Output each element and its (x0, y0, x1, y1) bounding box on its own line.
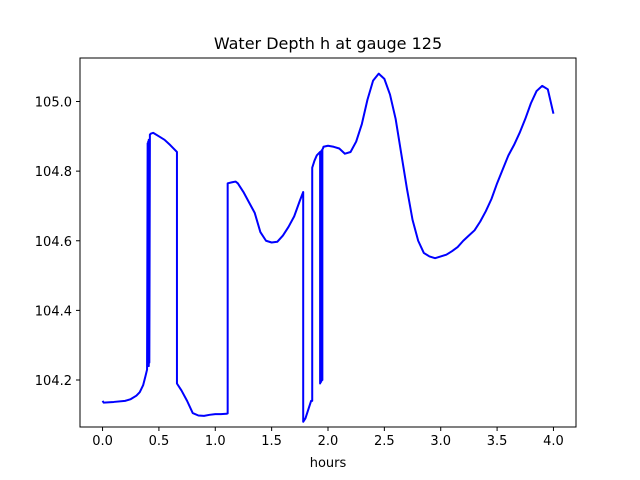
x-tick-label: 1.5 (261, 434, 282, 449)
x-tick-label: 2.5 (374, 434, 395, 449)
x-tick-label: 0.0 (92, 434, 113, 449)
y-tick-label: 105.0 (35, 96, 72, 111)
x-tick-label: 3.0 (430, 434, 451, 449)
y-tick-label: 104.6 (35, 235, 72, 250)
x-tick-label: 2.0 (318, 434, 339, 449)
plot-frame (79, 57, 577, 428)
y-tick-label: 104.4 (35, 304, 72, 319)
series-layer (101, 72, 555, 423)
x-tick-label: 0.5 (149, 434, 170, 449)
x-tick-label: 1.0 (205, 434, 226, 449)
series-line-1 (101, 72, 555, 423)
y-tick-label: 104.8 (35, 165, 72, 180)
x-axis-title: hours (310, 456, 347, 471)
chart-title: Water Depth h at gauge 125 (214, 34, 442, 53)
x-tick-label: 3.5 (487, 434, 508, 449)
x-axis-ticks: 0.0 0.5 1.0 1.5 2.0 2.5 3.0 3.5 4.0 (92, 427, 564, 449)
y-axis-ticks: 104.2 104.4 104.6 104.8 105.0 (35, 96, 80, 389)
x-tick-label: 4.0 (543, 434, 564, 449)
y-tick-label: 104.2 (35, 374, 72, 389)
